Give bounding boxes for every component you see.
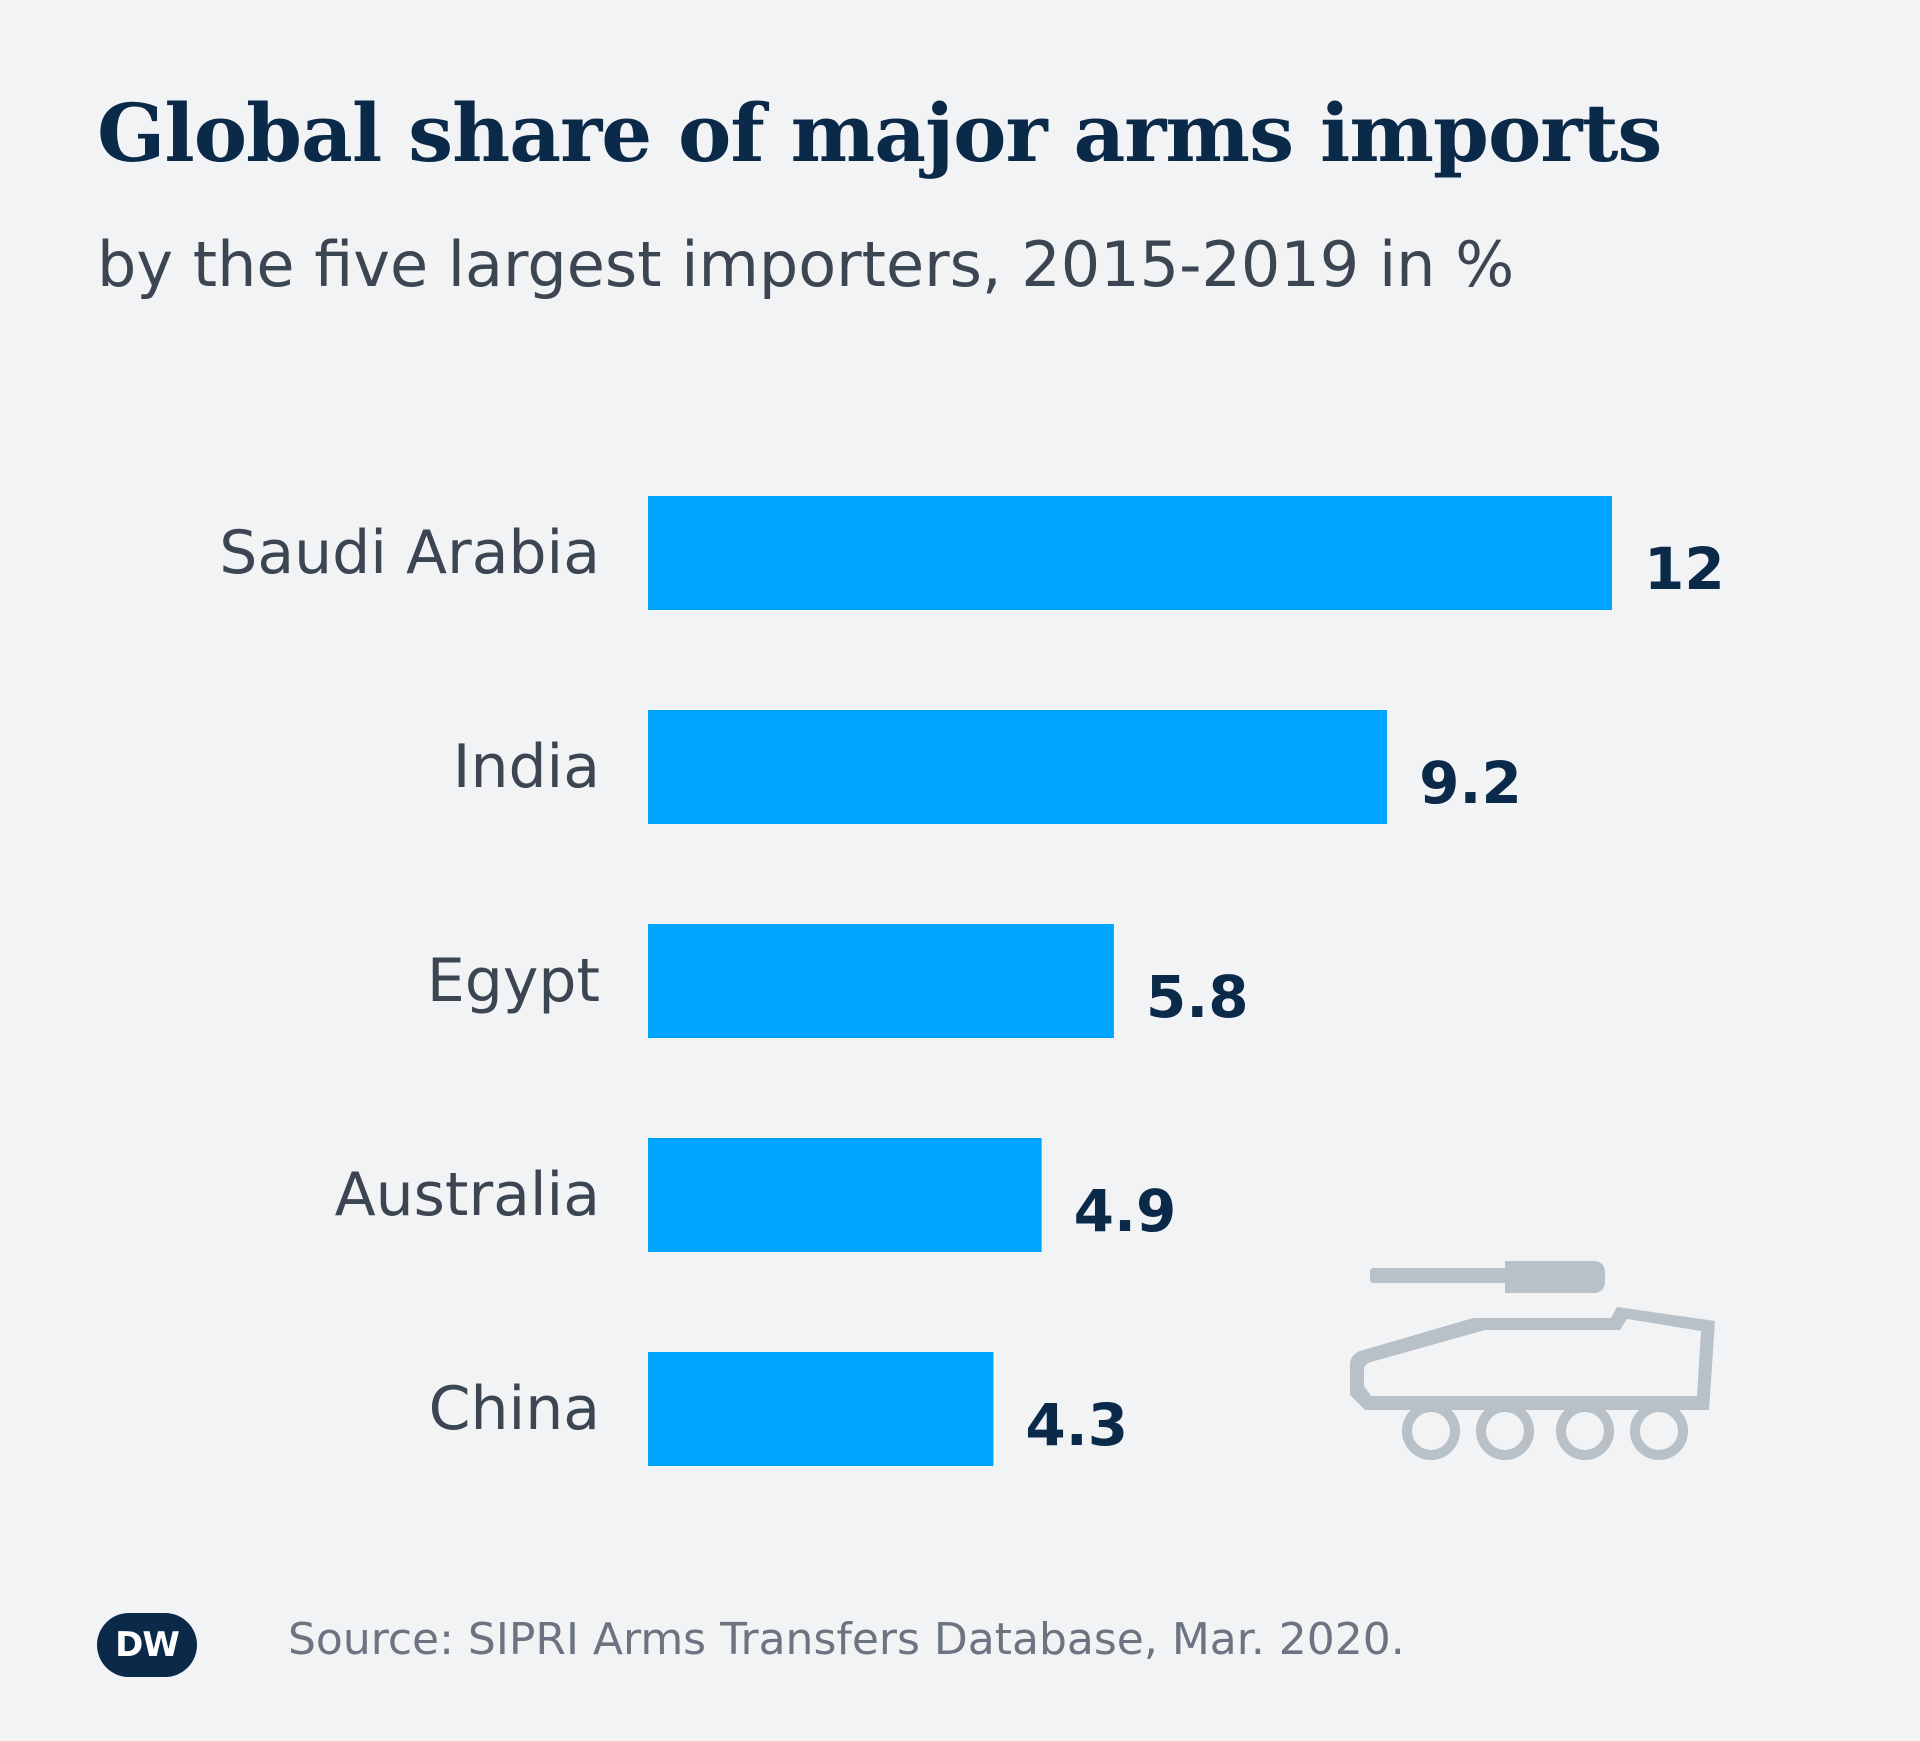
value-label: 9.2 xyxy=(1419,749,1522,817)
dw-logo: DW xyxy=(97,1613,197,1677)
category-label: Australia xyxy=(335,1160,600,1230)
value-label: 5.8 xyxy=(1146,963,1249,1031)
chart-title: Global share of major arms imports xyxy=(97,86,1662,180)
bar xyxy=(648,1352,994,1466)
bar xyxy=(648,710,1388,824)
category-label: Saudi Arabia xyxy=(219,518,600,588)
value-label: 12 xyxy=(1644,535,1725,603)
chart-subtitle: by the five largest importers, 2015-2019… xyxy=(97,228,1515,301)
value-label: 4.3 xyxy=(1025,1391,1128,1459)
category-label: Egypt xyxy=(427,946,600,1016)
category-label: China xyxy=(429,1374,600,1444)
value-label: 4.9 xyxy=(1074,1177,1177,1245)
dw-logo-text: DW xyxy=(115,1625,180,1665)
bar xyxy=(648,924,1114,1038)
category-label: India xyxy=(453,732,600,802)
tank-icon xyxy=(1350,1261,1715,1460)
source-note: Source: SIPRI Arms Transfers Database, M… xyxy=(288,1614,1405,1665)
bar xyxy=(648,1138,1042,1252)
bar xyxy=(648,496,1612,610)
